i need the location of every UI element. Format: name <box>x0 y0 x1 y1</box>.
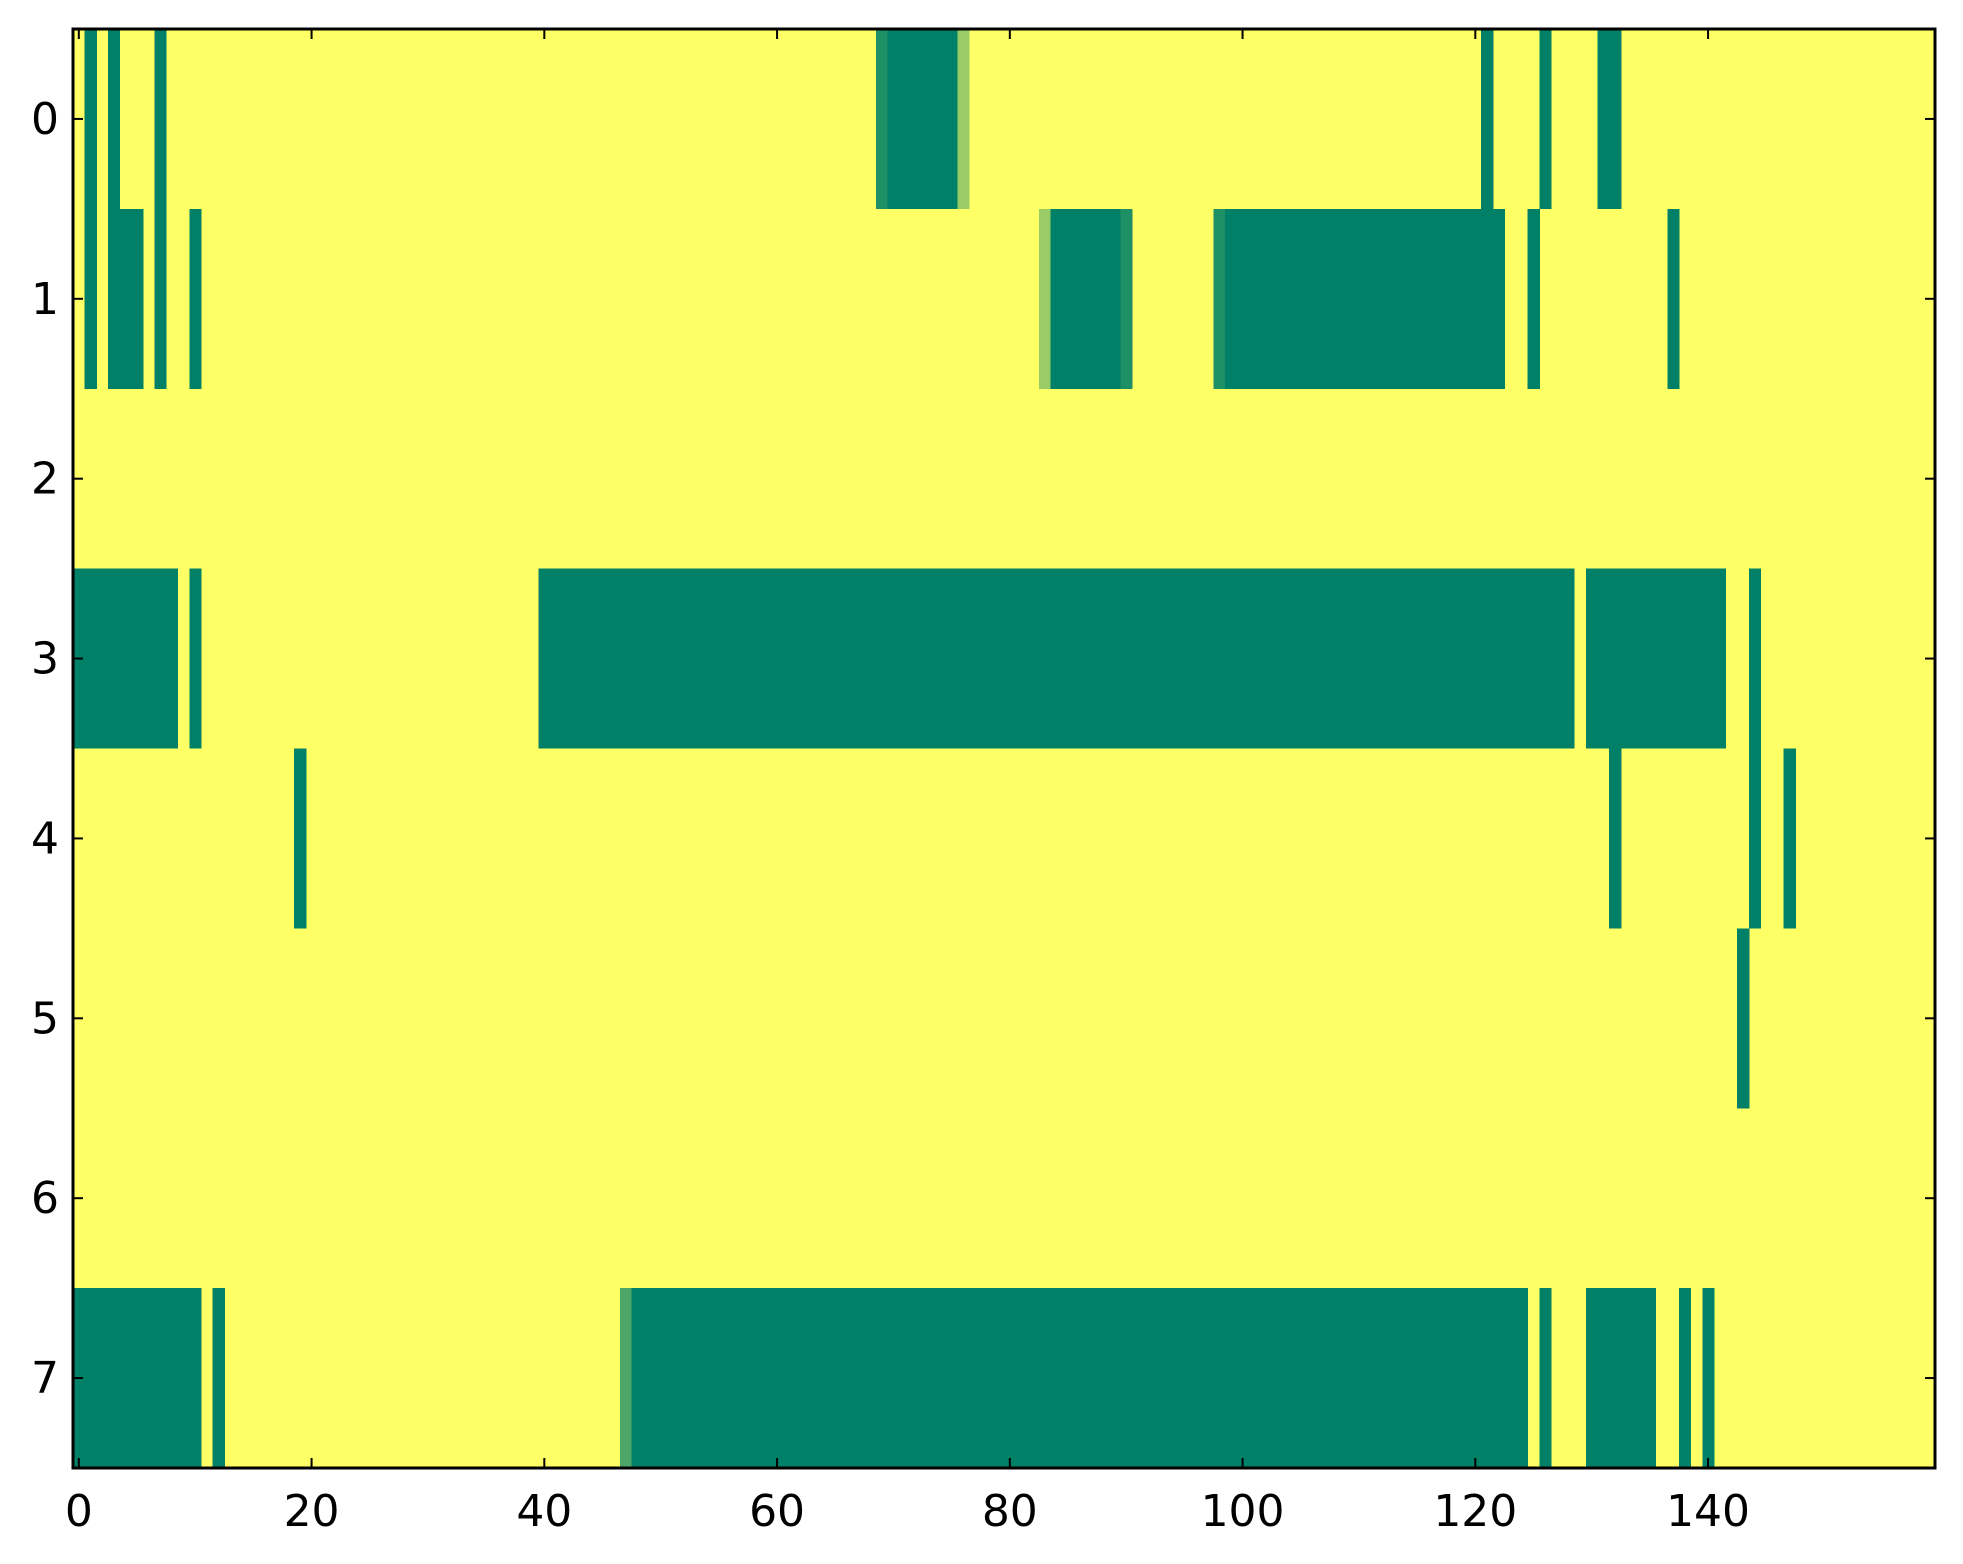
x-tick-label: 140 <box>1666 1486 1750 1537</box>
heatmap-cell <box>1609 748 1622 929</box>
y-tick-label: 1 <box>31 274 59 325</box>
heatmap-cell <box>619 1288 633 1469</box>
heatmap-cell <box>1585 1288 1657 1469</box>
heatmap-cell <box>107 29 121 209</box>
y-tick-label: 2 <box>31 454 59 505</box>
heatmap-cell <box>212 1288 225 1469</box>
y-axis: 0 1 2 3 4 5 6 7 <box>31 94 1935 1404</box>
heatmap-cell <box>107 208 144 389</box>
y-tick-label: 4 <box>31 813 59 864</box>
heatmap-cell <box>1539 1288 1552 1469</box>
heatmap-cell <box>1213 208 1226 389</box>
y-tick-label: 7 <box>31 1353 59 1404</box>
heatmap-cell <box>1481 29 1494 209</box>
heatmap-cell <box>1050 208 1121 389</box>
heatmap-cell <box>1667 208 1680 389</box>
heatmap-cell <box>887 29 958 209</box>
axes-frame <box>71 27 1937 1470</box>
heatmap-cell <box>73 568 179 749</box>
heatmap-cell <box>84 29 97 209</box>
heatmap-cell <box>1585 568 1727 749</box>
y-tick-label: 0 <box>31 94 59 145</box>
x-tick-label: 120 <box>1433 1486 1517 1537</box>
heatmap-cell <box>189 208 202 389</box>
x-tick-label: 100 <box>1201 1486 1285 1537</box>
heatmap-cell <box>957 29 970 209</box>
heatmap-cell <box>1702 1288 1715 1469</box>
x-tick-label: 20 <box>284 1486 340 1537</box>
x-tick-label: 60 <box>749 1486 805 1537</box>
x-tick-label: 80 <box>982 1486 1038 1537</box>
heatmap-cell <box>1597 29 1622 209</box>
y-tick-label: 6 <box>31 1173 59 1224</box>
heatmap-cell <box>1783 748 1796 929</box>
heatmap-cell <box>84 208 97 389</box>
heatmap-cell <box>1748 568 1761 749</box>
heatmap-cell <box>1527 208 1540 389</box>
plot-area <box>73 29 1935 1469</box>
heatmap-cell <box>154 208 167 389</box>
heatmap-cell <box>1748 748 1761 929</box>
heatmap-cell <box>294 748 307 929</box>
heatmap-cell <box>1737 928 1750 1109</box>
x-tick-label: 0 <box>65 1486 93 1537</box>
heatmap-cell <box>538 568 1575 749</box>
heatmap-cell <box>1539 29 1552 209</box>
heatmap-cells <box>73 29 1796 1469</box>
heatmap-cell <box>1225 208 1505 389</box>
heatmap-cell <box>1120 208 1133 389</box>
y-tick-label: 5 <box>31 993 59 1044</box>
heatmap-cell <box>189 568 202 749</box>
heatmap-cell <box>1678 1288 1692 1469</box>
x-axis: 0 20 40 60 80 100 120 140 <box>65 29 1750 1537</box>
heatmap-cell <box>154 29 167 209</box>
heatmap-cell <box>631 1288 1529 1469</box>
heatmap-cell <box>1038 208 1052 389</box>
heatmap-cell <box>875 29 889 209</box>
y-tick-label: 3 <box>31 634 59 685</box>
heatmap-cell <box>73 1288 202 1469</box>
x-tick-label: 40 <box>516 1486 572 1537</box>
